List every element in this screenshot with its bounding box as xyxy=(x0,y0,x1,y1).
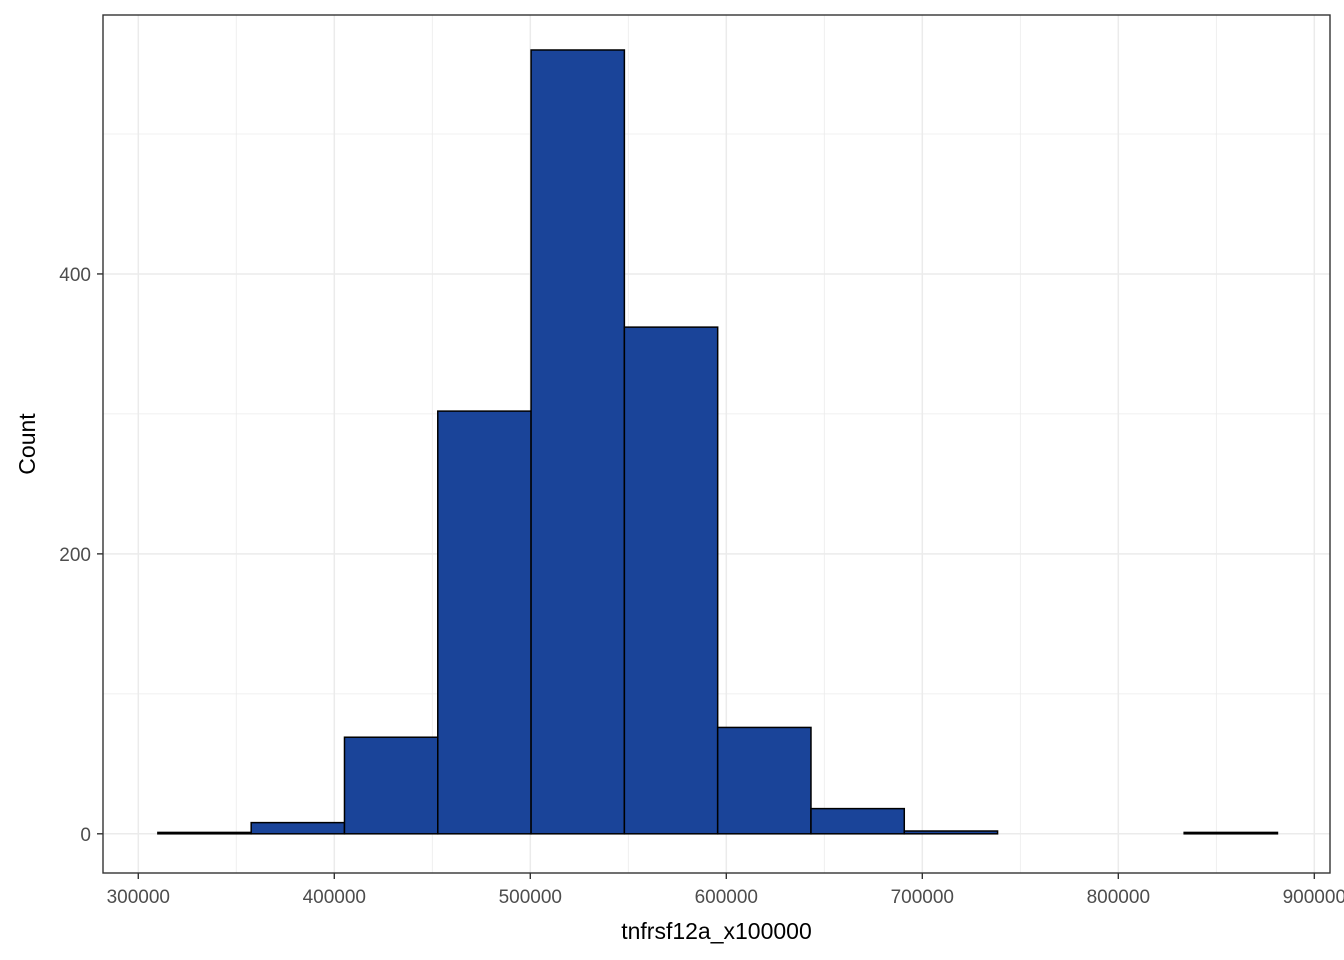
panel-border xyxy=(102,14,1331,874)
x-tick-label: 400000 xyxy=(303,887,366,908)
x-tick-label: 800000 xyxy=(1087,887,1150,908)
histogram-bar xyxy=(250,821,346,835)
histogram-bar xyxy=(810,807,906,835)
x-tick-label: 300000 xyxy=(107,887,170,908)
histogram-bar xyxy=(716,726,812,835)
histogram-bar xyxy=(157,831,252,835)
x-tick-label: 600000 xyxy=(695,887,758,908)
y-tick-label: 200 xyxy=(59,545,91,566)
y-axis: 0 200 400 xyxy=(59,265,103,846)
x-tick-label: 700000 xyxy=(891,887,954,908)
histogram-bar xyxy=(437,410,532,835)
histogram-bar xyxy=(903,830,999,835)
x-axis-title: tnfrsf12a_x100000 xyxy=(621,918,812,944)
x-tick-label: 900000 xyxy=(1283,887,1344,908)
histogram-bar xyxy=(623,326,719,835)
histogram-bars xyxy=(157,49,1279,835)
y-tick-label: 0 xyxy=(80,825,91,846)
histogram-bar xyxy=(343,736,439,835)
x-tick-label: 500000 xyxy=(499,887,562,908)
y-axis-title: Count xyxy=(14,413,40,475)
histogram-bar xyxy=(530,49,626,835)
x-axis: 300000 400000 500000 600000 700000 800000 9000… xyxy=(107,873,1344,908)
histogram-bar xyxy=(1183,831,1279,835)
y-tick-label: 400 xyxy=(59,265,91,286)
